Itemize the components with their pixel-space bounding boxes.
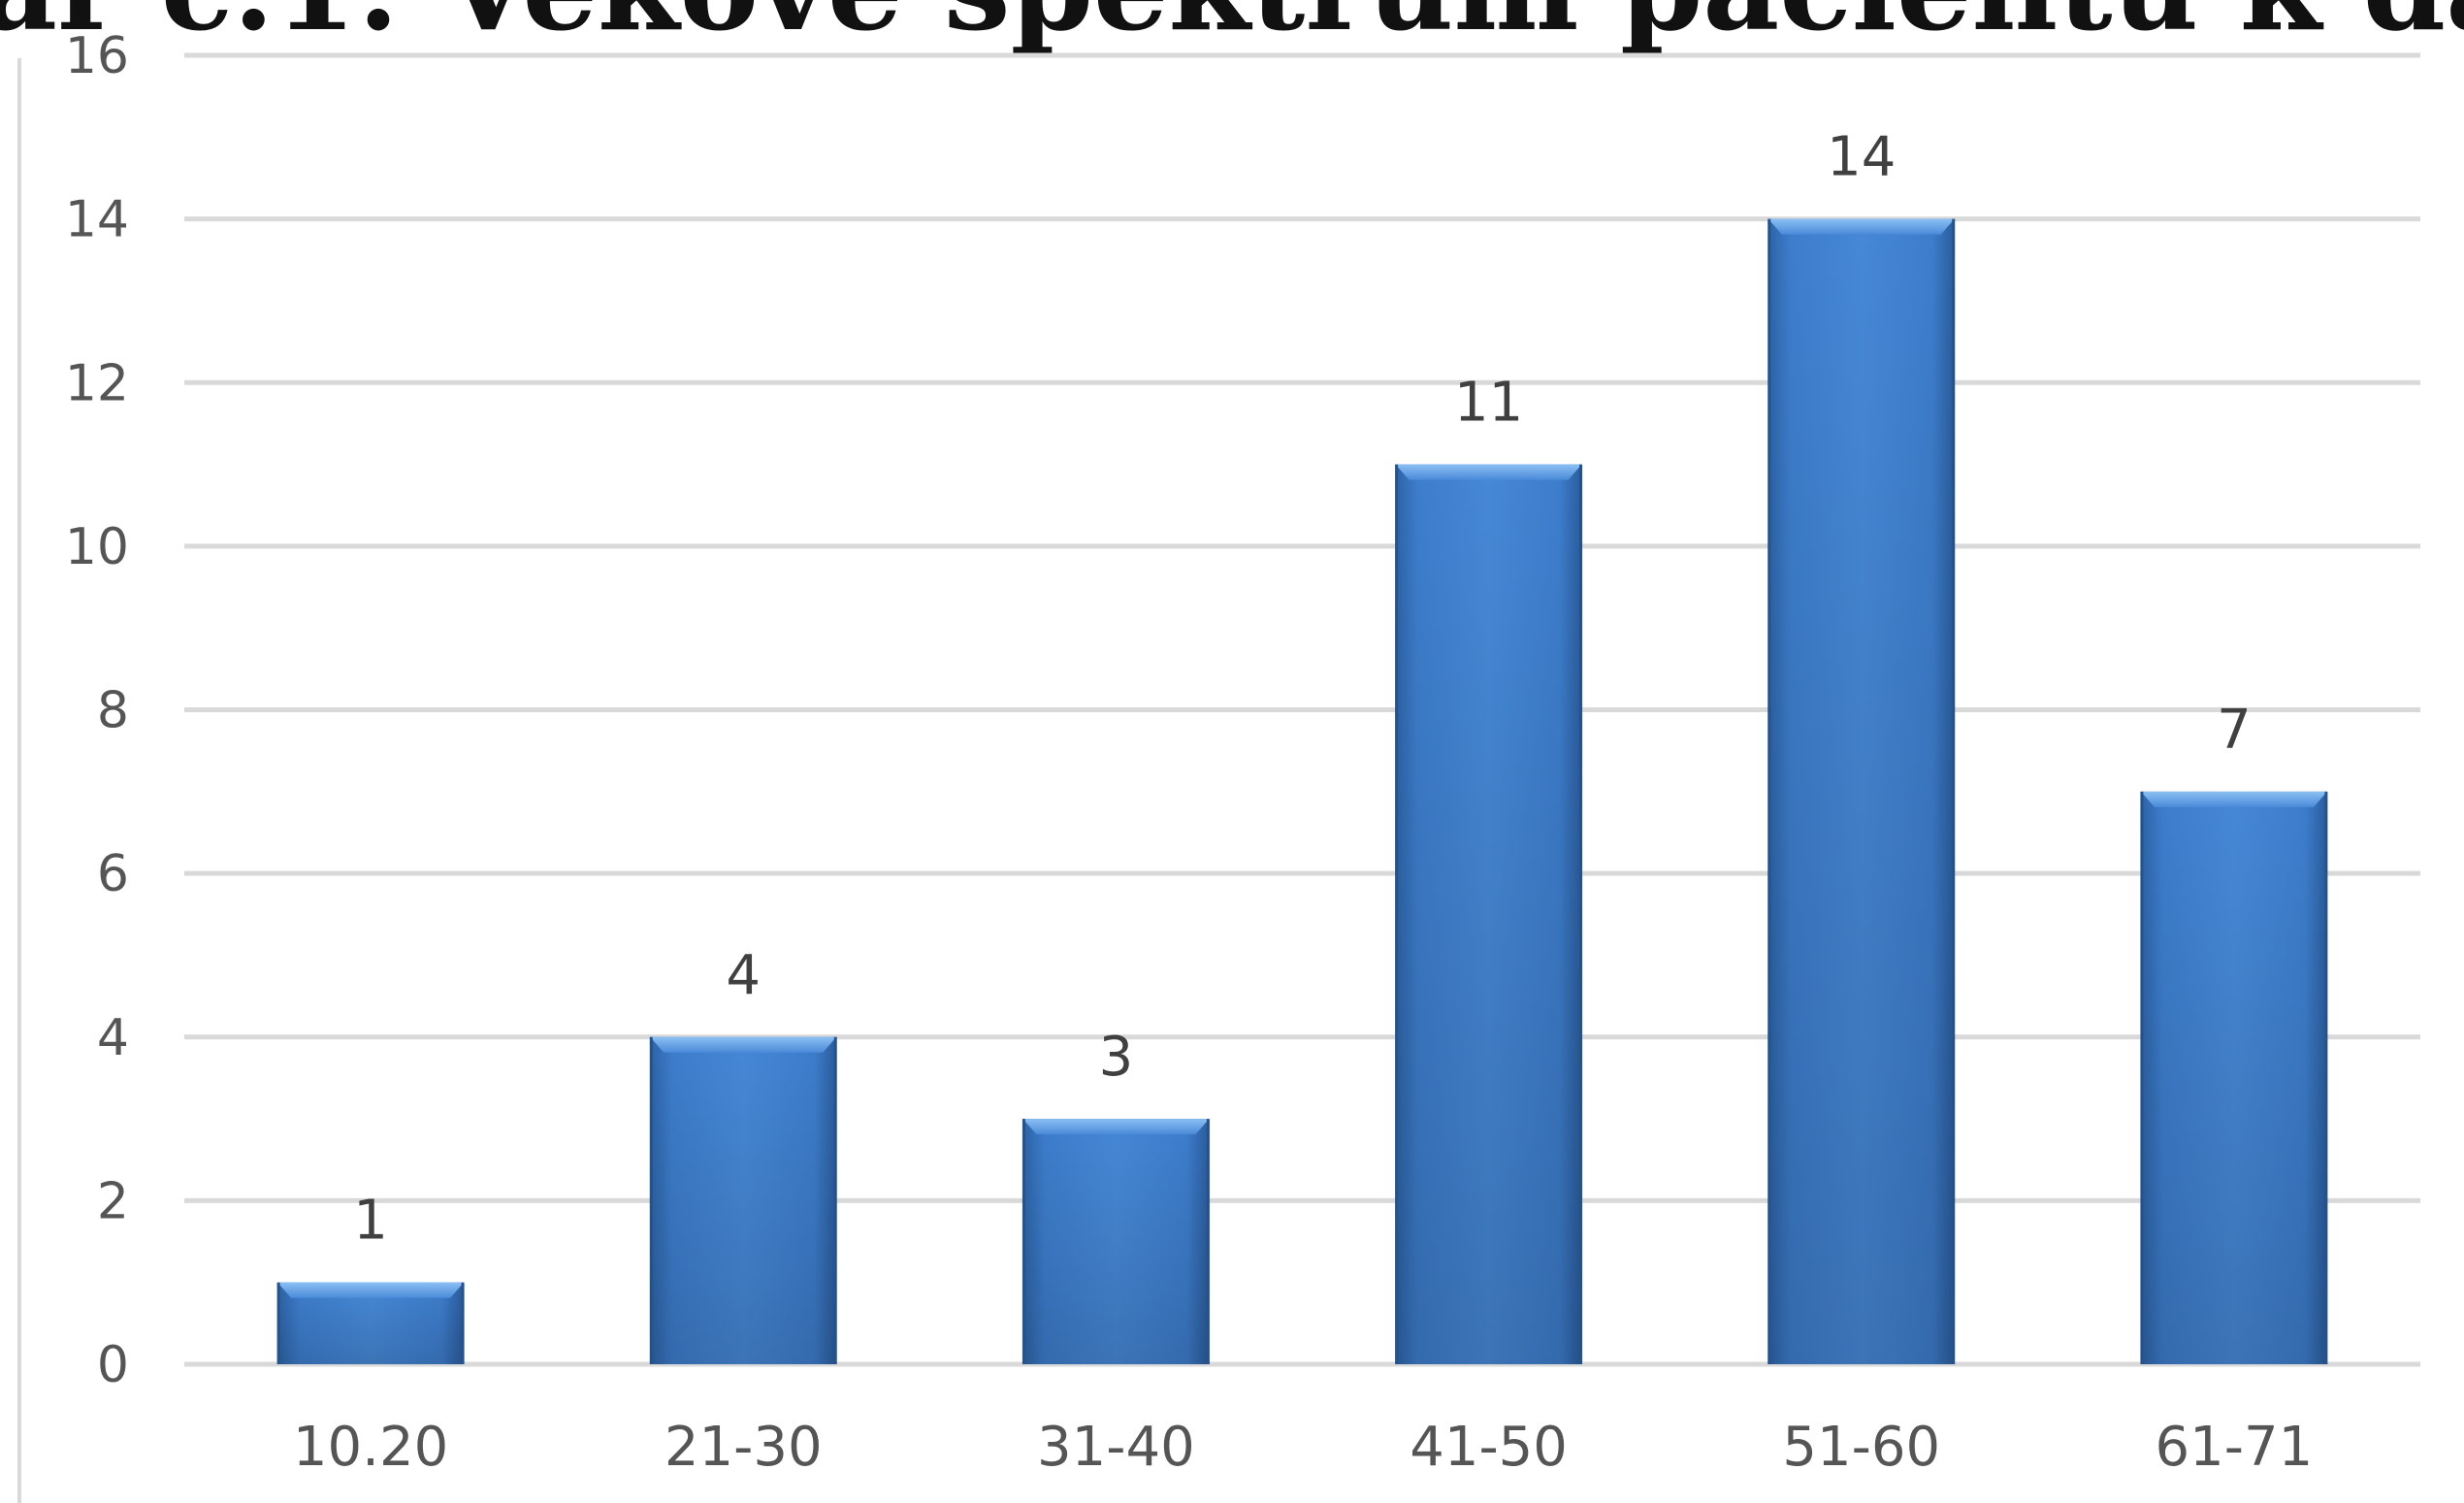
x-category-label: 41-50 [1410,1416,1568,1479]
y-tick-label: 2 [97,1172,129,1230]
data-label: 11 [1454,372,1523,435]
bar-bevel-top [277,1282,465,1298]
y-axis-tick-labels: 0 2 4 6 8 10 12 14 16 [65,27,129,1394]
data-label: 3 [1099,1026,1134,1089]
bar-bevel-top [2140,791,2327,807]
y-tick-label: 10 [65,518,129,576]
bar [649,1036,837,1364]
y-tick-label: 4 [97,1009,129,1067]
bar [1021,1119,1210,1364]
data-label: 14 [1827,126,1896,189]
data-label: 7 [2217,699,2252,762]
y-tick-label: 14 [65,191,129,249]
bars [276,218,2328,1364]
data-label: 1 [353,1190,388,1253]
y-tick-label: 12 [65,354,129,412]
x-category-label: 31-40 [1037,1416,1195,1479]
gridlines [184,52,2420,1367]
data-label: 4 [726,944,761,1007]
bar [1767,218,1956,1364]
bar-bevel-top [1395,464,1582,480]
y-tick-label: 16 [65,27,129,85]
x-category-label: 51-60 [1782,1416,1940,1479]
bar-shade [2140,791,2327,1364]
bar-shade [650,1036,837,1364]
x-category-label: 21-30 [665,1416,823,1479]
chart-title: ar č.1: Věkové spektrum pacientů k datu … [0,0,2464,57]
x-axis-category-labels: 10.20 21-30 31-40 41-50 51-60 61-71 [293,1416,2313,1479]
y-tick-label: 8 [97,682,129,740]
x-category-label: 61-71 [2156,1416,2314,1479]
bar-bevel-top [1767,218,1955,235]
bar-bevel-top [650,1036,837,1053]
bar-shade [1767,218,1955,1364]
y-tick-label: 0 [97,1336,129,1394]
bar [276,1282,465,1364]
bar-bevel-top [1022,1119,1210,1135]
bar [1395,464,1583,1364]
bar [2140,791,2328,1364]
bar-shade [1395,464,1582,1364]
x-category-label: 10.20 [293,1416,448,1479]
y-tick-label: 6 [97,845,129,903]
bar-shade [1022,1119,1210,1364]
